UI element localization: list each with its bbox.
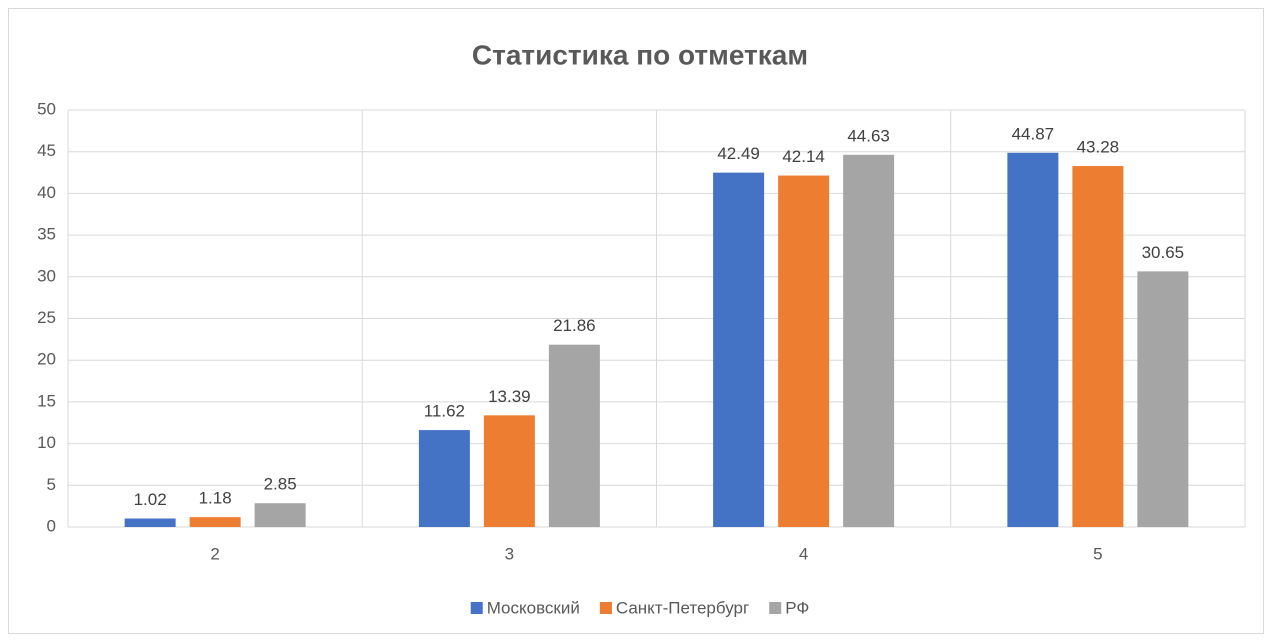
data-label: 1.18	[199, 489, 232, 508]
data-label: 1.02	[134, 490, 167, 509]
data-label: 2.85	[264, 475, 297, 494]
bar	[1137, 271, 1189, 527]
bar	[1007, 152, 1059, 528]
data-label: 43.28	[1077, 138, 1120, 157]
bar	[1072, 166, 1124, 527]
bar	[418, 430, 470, 527]
y-tick-label: 10	[37, 433, 56, 452]
y-tick-label: 0	[47, 516, 56, 535]
bar	[189, 517, 241, 527]
x-tick-label: 3	[505, 544, 514, 563]
data-label: 11.62	[424, 402, 465, 421]
bar	[483, 415, 535, 527]
y-tick-label: 25	[37, 308, 56, 327]
y-tick-label: 35	[37, 225, 56, 244]
data-label: 21.86	[553, 316, 596, 335]
y-tick-label: 20	[37, 350, 56, 369]
bar	[254, 503, 306, 527]
data-label: 44.63	[847, 126, 890, 145]
x-tick-label: 5	[1093, 544, 1102, 563]
data-label: 44.87	[1012, 124, 1055, 143]
bar	[124, 518, 176, 527]
legend-swatch	[769, 602, 782, 614]
legend-label: Московский	[487, 598, 580, 617]
legend-label: Санкт-Петербург	[616, 598, 749, 617]
chart-title: Статистика по отметкам	[472, 39, 808, 70]
data-label: 30.65	[1142, 243, 1185, 262]
x-tick-label: 2	[210, 544, 219, 563]
y-tick-label: 40	[37, 183, 56, 202]
bar	[548, 344, 600, 527]
y-tick-label: 5	[47, 475, 56, 494]
y-tick-label: 30	[37, 266, 56, 285]
y-tick-label: 45	[37, 141, 56, 160]
data-label: 42.14	[782, 147, 825, 166]
legend-swatch	[470, 602, 483, 614]
x-tick-label: 4	[799, 544, 808, 563]
y-tick-label: 15	[37, 391, 56, 410]
y-tick-label: 50	[37, 99, 56, 118]
data-label: 42.49	[717, 144, 760, 163]
data-label: 13.39	[488, 387, 531, 406]
legend-swatch	[599, 602, 612, 614]
bar	[713, 172, 765, 527]
bar	[778, 175, 830, 527]
bar	[843, 154, 895, 527]
legend-label: РФ	[785, 598, 809, 617]
